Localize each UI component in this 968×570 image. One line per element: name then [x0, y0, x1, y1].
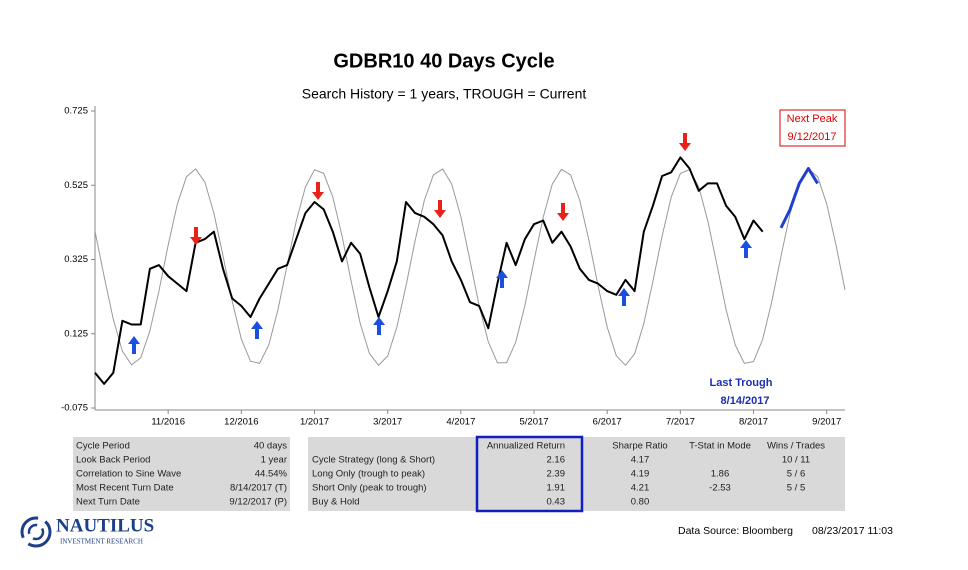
next-peak-box	[779, 109, 846, 147]
peak-arrow	[312, 182, 324, 200]
summary-value: 8/14/2017 (T)	[230, 483, 287, 494]
trough-arrow	[128, 336, 140, 354]
column-header: Sharpe Ratio	[612, 441, 667, 452]
logo	[20, 516, 52, 548]
row-label: Long Only (trough to peak)	[312, 469, 425, 480]
annotation: Last Trough	[710, 377, 773, 389]
cell-value: 1.86	[711, 469, 730, 480]
y-tick-label: 0.125	[64, 328, 88, 339]
annotation: 9/12/2017	[788, 131, 837, 143]
performance-bg	[308, 437, 845, 511]
row-label: Short Only (peak to trough)	[312, 483, 427, 494]
summary-value: 44.54%	[255, 469, 288, 480]
summary-value: 1 year	[261, 455, 287, 466]
trough-arrow	[251, 321, 263, 339]
summary-value: 9/12/2017 (P)	[229, 497, 287, 508]
highlight-box	[475, 435, 584, 513]
cell-value: 10 / 11	[782, 455, 810, 466]
peak-arrow	[434, 200, 446, 218]
data-source: Data Source: Bloomberg	[678, 525, 793, 537]
chart-title: GDBR10 40 Days Cycle	[333, 50, 554, 72]
timestamp: 08/23/2017 11:03	[812, 525, 893, 537]
x-tick-label: 9/2017	[812, 417, 841, 428]
column-header: Wins / Trades	[767, 441, 825, 452]
x-tick-label: 3/2017	[373, 417, 402, 428]
trough-arrow	[496, 270, 508, 288]
cell-value: 4.19	[631, 469, 650, 480]
column-header: T-Stat in Mode	[689, 441, 751, 452]
series-line	[94, 168, 846, 366]
summary-label: Correlation to Sine Wave	[76, 469, 181, 480]
logo-subtitle: INVESTMENT RESEARCH	[60, 538, 143, 546]
cell-value: 0.80	[631, 497, 650, 508]
annotation: Next Peak	[787, 113, 838, 125]
x-tick-label: 12/2016	[224, 417, 258, 428]
trough-arrow	[740, 240, 752, 258]
cell-value: 5 / 6	[787, 469, 806, 480]
y-tick-label: 0.325	[64, 254, 88, 265]
cell-value: 0.43	[547, 497, 566, 508]
cell-value: 1.91	[547, 483, 566, 494]
x-tick-label: 1/2017	[300, 417, 329, 428]
y-tick-label: -0.075	[61, 403, 88, 414]
summary-label: Most Recent Turn Date	[76, 483, 174, 494]
cell-value: 2.16	[547, 455, 566, 466]
summary-value: 40 days	[254, 441, 288, 452]
row-label: Cycle Strategy (long & Short)	[312, 455, 435, 466]
trough-arrow	[618, 288, 630, 306]
summary-label: Next Turn Date	[76, 497, 140, 508]
x-tick-label: 8/2017	[739, 417, 768, 428]
column-header: Annualized Return	[487, 441, 565, 452]
cell-value: 2.39	[547, 469, 566, 480]
summary-label: Cycle Period	[76, 441, 130, 452]
series-line	[94, 156, 764, 385]
summary-bg	[73, 437, 290, 511]
annotation: 8/14/2017	[721, 395, 770, 407]
summary-label: Look Back Period	[76, 455, 150, 466]
peak-arrow	[557, 203, 569, 221]
x-tick-label: 7/2017	[666, 417, 695, 428]
series-line	[779, 167, 819, 229]
cell-value: -2.53	[709, 483, 731, 494]
trough-arrow	[373, 317, 385, 335]
row-label: Buy & Hold	[312, 497, 360, 508]
y-tick-label: 0.525	[64, 180, 88, 191]
x-tick-label: 11/2016	[151, 417, 185, 428]
cell-value: 5 / 5	[787, 483, 806, 494]
y-tick-label: 0.725	[64, 106, 88, 117]
x-tick-label: 5/2017	[519, 417, 548, 428]
cell-value: 4.17	[631, 455, 650, 466]
peak-arrow	[190, 227, 202, 245]
x-tick-label: 6/2017	[593, 417, 622, 428]
chart-subtitle: Search History = 1 years, TROUGH = Curre…	[302, 86, 587, 102]
cell-value: 4.21	[631, 483, 650, 494]
peak-arrow	[679, 133, 691, 151]
x-tick-label: 4/2017	[446, 417, 475, 428]
logo-name: NAUTILUS	[56, 515, 154, 536]
